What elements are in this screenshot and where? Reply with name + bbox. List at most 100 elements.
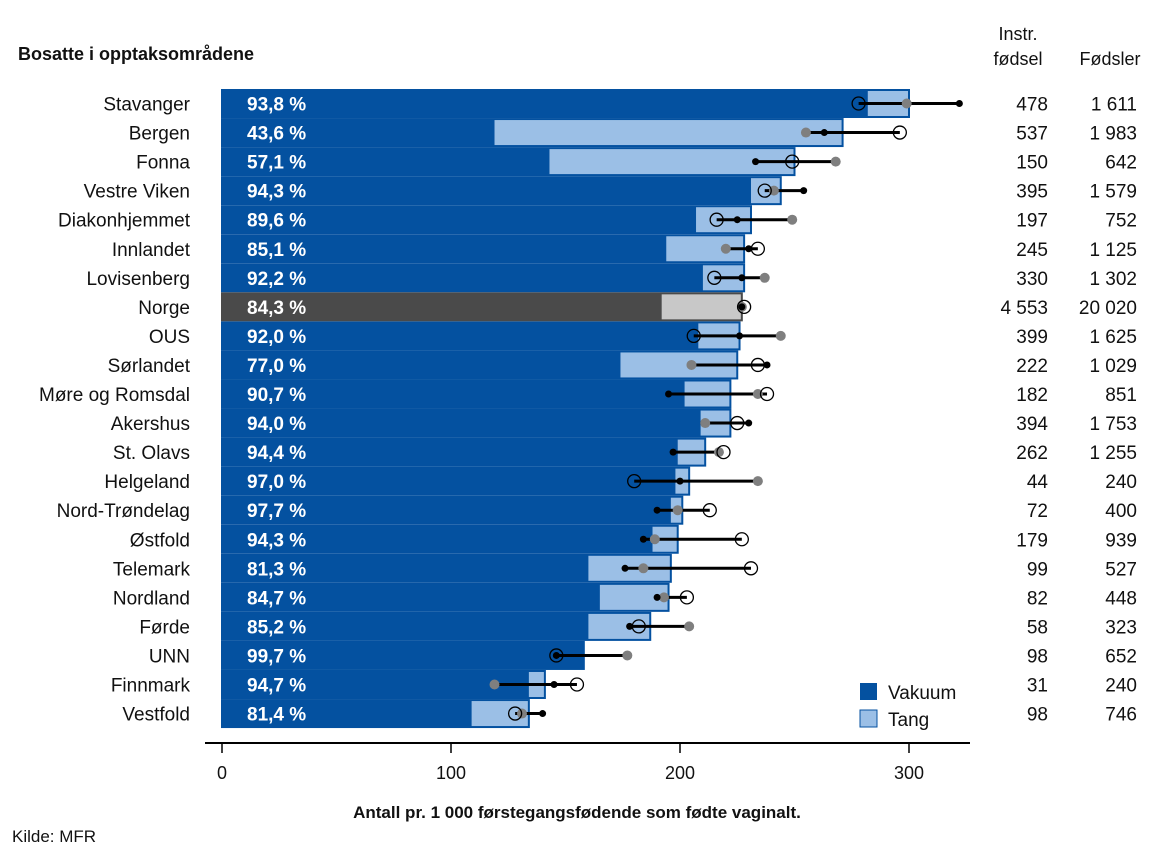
percent-label: 94,4 %: [247, 443, 306, 464]
open-circle-marker: [549, 648, 564, 663]
births-value: 1 579: [1089, 182, 1137, 203]
x-tick-label: 300: [894, 763, 924, 783]
bar-row-stavanger: Stavanger 93,8 % 478 1 611: [103, 89, 1137, 118]
vakuum-bar: [222, 496, 671, 524]
percent-label: 94,3 %: [247, 530, 306, 551]
legend-swatch-vakuum: [860, 683, 877, 700]
grey-dot: [759, 272, 770, 283]
open-circle-marker: [743, 561, 759, 576]
category-label: Fonna: [136, 153, 190, 174]
category-label: St. Olavs: [113, 443, 190, 464]
category-label: Finnmark: [111, 676, 191, 697]
births-value: 1 983: [1089, 124, 1137, 145]
x-tick-label: 100: [436, 763, 466, 783]
bar-row-norge: Norge 84,3 % 4 553 20 020: [138, 292, 1137, 322]
grey-dot: [830, 156, 841, 167]
vakuum-bar: [222, 554, 589, 582]
black-dot: [745, 419, 753, 427]
grey-dot: [752, 476, 763, 487]
bar-row-akershus: Akershus 94,0 % 394 1 753: [111, 408, 1137, 438]
bar-row-fonna: Fonna 57,1 % 150 642: [136, 147, 1137, 177]
grey-dot: [649, 534, 660, 545]
percent-label: 92,2 %: [247, 269, 306, 290]
legend-label-tang: Tang: [888, 710, 929, 731]
bar-row-finnmark: Finnmark 94,7 % 31 240: [111, 670, 1137, 699]
black-dot: [800, 187, 808, 195]
x-tick-label: 0: [217, 763, 227, 783]
source-note: Kilde: MFR: [12, 827, 96, 846]
grey-dot: [489, 679, 500, 690]
vakuum-bar: [222, 438, 678, 466]
open-circle-marker: [716, 444, 731, 460]
bar-row-diakonhjemmet: Diakonhjemmet 89,6 % 197 752: [58, 205, 1137, 235]
births-value: 1 255: [1089, 443, 1137, 464]
open-circle-marker: [851, 96, 866, 111]
open-circle-marker: [686, 328, 701, 344]
x-axis-label: Antall pr. 1 000 førstegangsfødende som …: [353, 803, 801, 822]
category-label: Lovisenberg: [86, 269, 190, 290]
open-circle-marker: [757, 183, 772, 198]
percent-label: 85,2 %: [247, 617, 306, 638]
instr-value: 150: [1016, 153, 1048, 174]
instr-value: 395: [1016, 182, 1048, 203]
instr-value: 262: [1016, 443, 1048, 464]
black-dot: [639, 535, 647, 543]
percent-label: 94,0 %: [247, 414, 306, 435]
vakuum-bar: [222, 293, 662, 321]
vakuum-bar: [222, 148, 550, 176]
instr-header-line1: Instr.: [998, 24, 1037, 44]
births-value: 527: [1105, 559, 1137, 580]
births-value: 240: [1105, 472, 1137, 493]
instr-value: 4 553: [1000, 298, 1048, 319]
grey-dot: [684, 621, 695, 632]
black-dot: [626, 622, 634, 630]
bar-row-st-olavs: St. Olavs 94,4 % 262 1 255: [113, 437, 1137, 467]
vakuum-bar: [222, 525, 653, 553]
percent-label: 57,1 %: [247, 153, 306, 174]
category-label: Telemark: [113, 559, 191, 580]
open-circle-marker: [759, 386, 775, 402]
bar-row-helgeland: Helgeland 97,0 % 44 240: [104, 466, 1137, 496]
category-label: Vestre Viken: [84, 182, 190, 203]
category-label: Akershus: [111, 414, 190, 435]
instr-value: 182: [1016, 385, 1048, 406]
percent-label: 94,3 %: [247, 182, 306, 203]
grey-dot: [638, 563, 649, 574]
instr-value: 98: [1027, 646, 1048, 667]
vakuum-bar: [222, 206, 697, 234]
instr-value: 44: [1027, 472, 1049, 493]
black-dot: [653, 506, 661, 514]
instr-value: 197: [1016, 211, 1048, 232]
instr-value: 330: [1016, 269, 1048, 290]
legend-swatch-tang: [859, 709, 878, 728]
instr-value: 82: [1027, 588, 1048, 609]
instr-value: 245: [1016, 240, 1048, 261]
births-value: 400: [1105, 501, 1137, 522]
births-value: 20 020: [1079, 298, 1137, 319]
percent-label: 93,8 %: [247, 95, 306, 116]
vakuum-bar: [222, 641, 584, 669]
bar-row-bergen: Bergen 43,6 % 537 1 983: [129, 118, 1137, 148]
percent-label: 43,6 %: [247, 124, 306, 145]
vakuum-bar: [222, 322, 699, 350]
black-dot: [665, 390, 673, 398]
category-label: Østfold: [130, 530, 190, 551]
open-circle-marker: [631, 619, 646, 634]
vakuum-bar: [222, 700, 472, 728]
bar-row-lovisenberg: Lovisenberg 92,2 % 330 1 302: [86, 263, 1137, 293]
births-value: 1 611: [1091, 95, 1137, 116]
percent-label: 81,3 %: [247, 559, 306, 580]
category-label: Nord-Trøndelag: [57, 501, 190, 522]
births-header: Fødsler: [1079, 49, 1140, 69]
instr-value: 72: [1027, 501, 1048, 522]
open-circle-marker: [892, 125, 907, 140]
black-dot: [745, 245, 753, 253]
births-value: 1 029: [1089, 356, 1137, 377]
bar-row-innlandet: Innlandet 85,1 % 245 1 125: [112, 234, 1137, 264]
births-value: 1 753: [1089, 414, 1137, 435]
births-value: 746: [1105, 705, 1137, 726]
legend: Vakuum Tang: [859, 683, 956, 731]
open-circle-marker: [736, 299, 752, 315]
legend-label-vakuum: Vakuum: [888, 683, 956, 704]
